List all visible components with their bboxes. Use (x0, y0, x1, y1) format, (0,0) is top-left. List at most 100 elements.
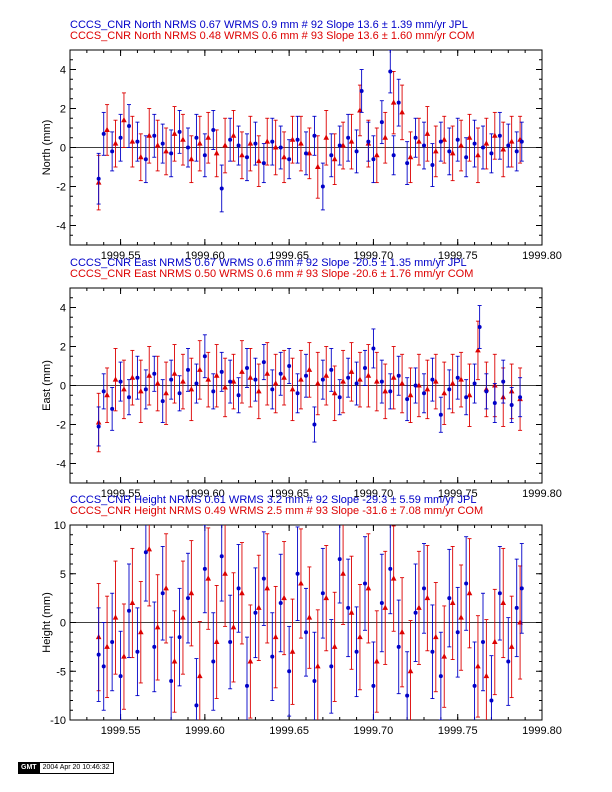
data-point (430, 377, 435, 382)
series-title-jpl: CCCS_CNR Height NRMS 0.61 WRMS 3.2 mm # … (70, 494, 476, 506)
data-point (194, 135, 199, 140)
data-point (382, 134, 389, 140)
data-layer (95, 525, 524, 720)
data-point (247, 140, 254, 146)
data-point (315, 663, 321, 669)
data-point (497, 133, 502, 138)
data-point (390, 99, 397, 105)
y-axis-label: Height (mm) (41, 592, 53, 653)
data-point (247, 374, 254, 380)
data-point (228, 379, 233, 384)
data-point (104, 392, 110, 398)
data-point (320, 184, 325, 189)
data-point (416, 604, 422, 610)
y-tick-label: 2 (60, 342, 66, 354)
data-point (289, 136, 296, 142)
data-point (138, 629, 144, 635)
data-point (371, 683, 376, 688)
data-point (180, 136, 186, 142)
data-point (424, 130, 431, 136)
x-tick-label: 1999.60 (185, 488, 225, 500)
data-point (323, 134, 330, 140)
x-tick-label: 1999.80 (522, 250, 562, 262)
data-point (127, 124, 131, 129)
data-point (472, 141, 477, 146)
data-point (306, 366, 313, 372)
data-point (171, 370, 178, 376)
data-point (379, 120, 384, 125)
gmt-timestamp-stamp: GMT 2004 Apr 20 10:46:32 (18, 762, 114, 774)
data-point (346, 135, 351, 140)
data-point (354, 149, 359, 154)
x-tick-label: 1999.70 (354, 488, 394, 500)
data-point (135, 375, 140, 380)
data-point (433, 378, 439, 384)
data-point (357, 633, 363, 640)
data-point (228, 640, 233, 644)
x-tick-label: 1999.80 (522, 488, 562, 500)
x-tick-label: 1999.55 (101, 488, 141, 500)
data-point (121, 117, 127, 123)
data-point (323, 594, 330, 601)
data-point (213, 150, 220, 156)
series-com (95, 320, 523, 453)
data-point (202, 153, 207, 158)
data-point (382, 604, 389, 610)
data-point (146, 132, 153, 138)
data-point (447, 387, 452, 392)
data-point (154, 380, 161, 386)
data-point (337, 143, 342, 148)
y-tick-label: 2 (60, 104, 66, 116)
data-point (281, 374, 287, 380)
data-point (230, 132, 237, 138)
data-point (129, 374, 136, 380)
data-point (281, 594, 287, 601)
data-point (146, 372, 153, 378)
data-point (236, 143, 241, 148)
data-point (514, 149, 519, 154)
data-point (475, 347, 481, 353)
data-point (396, 644, 401, 649)
data-point (112, 140, 119, 146)
data-point (253, 610, 258, 615)
data-point (127, 395, 131, 400)
data-point (211, 659, 216, 664)
data-point (121, 386, 127, 392)
data-point (449, 599, 456, 605)
data-point (481, 640, 485, 644)
data-point (416, 382, 422, 388)
data-point (458, 614, 464, 620)
y-tick-label: -2 (56, 182, 66, 194)
data-point (455, 630, 460, 635)
data-point (135, 139, 140, 144)
data-point (101, 664, 106, 669)
data-point (500, 599, 507, 605)
data-point (433, 633, 439, 640)
data-point (222, 142, 228, 148)
x-tick-label: 1999.70 (354, 250, 394, 262)
data-point (272, 380, 279, 386)
data-point (405, 693, 410, 698)
y-tick-label: 10 (54, 520, 66, 532)
data-point (110, 406, 115, 411)
data-point (281, 154, 287, 160)
data-point (329, 153, 334, 158)
data-point (211, 127, 216, 132)
data-point (295, 571, 300, 576)
data-point (236, 586, 241, 591)
data-point (152, 644, 157, 649)
data-point (359, 88, 364, 93)
data-point (112, 376, 119, 382)
data-point (306, 150, 313, 156)
data-point (405, 161, 410, 166)
data-point (101, 131, 106, 136)
data-point (270, 139, 275, 144)
data-point (363, 581, 367, 586)
data-point (253, 141, 258, 146)
data-point (197, 140, 203, 146)
data-point (264, 370, 271, 376)
data-point (163, 148, 169, 154)
data-point (304, 630, 308, 635)
x-tick-label: 1999.60 (185, 725, 225, 737)
